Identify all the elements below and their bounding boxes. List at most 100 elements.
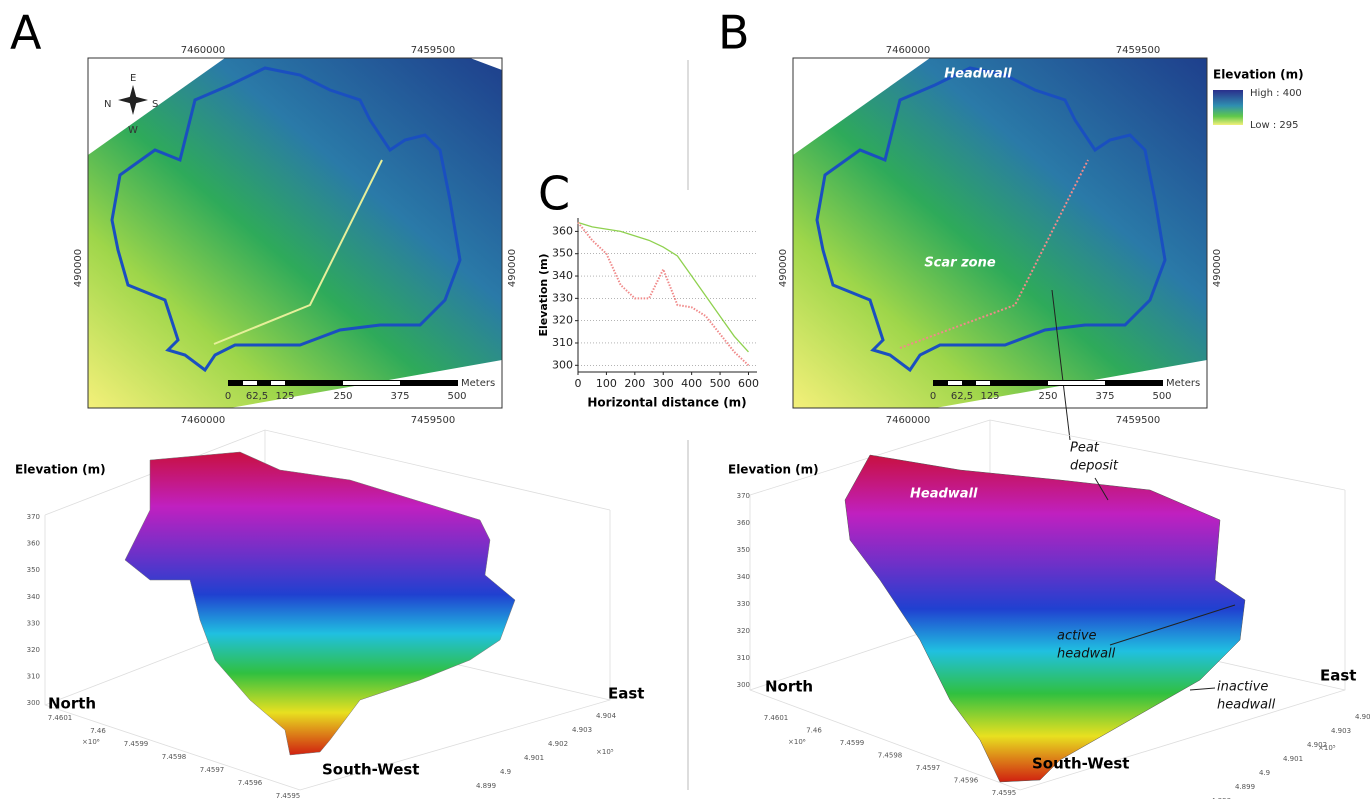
scar-outline <box>110 66 462 373</box>
map-tick: 490000 <box>1212 249 1223 287</box>
nodata <box>793 58 930 155</box>
z-tick-label: 320 <box>27 646 40 654</box>
map-tick: 7459500 <box>1116 415 1161 426</box>
y-tick-label: 4.898 <box>1211 797 1231 799</box>
y-tick-label: 4.902 <box>548 740 568 748</box>
scale-label: 0 <box>225 391 231 402</box>
y-tick-label: 350 <box>552 247 573 260</box>
profile-line <box>213 159 383 345</box>
panel-label: A <box>10 6 42 60</box>
annotation: headwall <box>1057 647 1116 662</box>
annotation: headwall <box>1217 698 1276 713</box>
elevation-raster <box>88 58 502 408</box>
x-tick-label: 7.4595 <box>992 789 1017 797</box>
x-tick-label: 7.4597 <box>200 766 225 774</box>
map-tick: 7459500 <box>1116 45 1161 56</box>
y-tick-label: 330 <box>552 291 573 304</box>
z-tick-label: 300 <box>27 699 40 707</box>
legend-ramp <box>1213 90 1243 125</box>
y-tick-label: 320 <box>552 314 573 327</box>
map-frame <box>792 57 1208 409</box>
annotation: active <box>1057 629 1097 644</box>
x-tick-label: 7.4596 <box>954 777 979 785</box>
x-tick-label: 400 <box>681 377 702 390</box>
direction: East <box>1320 667 1356 685</box>
x-tick-label: 0 <box>575 377 582 390</box>
profile-line <box>577 221 750 367</box>
map-tick: 7460000 <box>181 415 226 426</box>
x-axis-label: Horizontal distance (m) <box>587 396 746 410</box>
z-tick-label: 360 <box>737 519 750 527</box>
x-tick-label: 300 <box>653 377 674 390</box>
axis-multiplier: ×10⁶ <box>82 738 100 746</box>
x-tick-label: 7.4595 <box>276 792 301 799</box>
map-tick: 7460000 <box>181 45 226 56</box>
annotation: Headwall <box>944 67 1012 82</box>
map-tick: 490000 <box>73 249 84 287</box>
z-tick-label: 310 <box>737 654 750 662</box>
legend-label: Low : 295 <box>1250 120 1299 131</box>
z-tick-label: 340 <box>27 593 40 601</box>
surface <box>124 451 516 756</box>
y-tick-label: 360 <box>552 224 573 237</box>
direction: North <box>765 678 813 696</box>
x-tick-label: 600 <box>738 377 759 390</box>
leader <box>1094 477 1109 501</box>
scale-label: 375 <box>1095 391 1114 402</box>
z-tick-label: 350 <box>27 566 40 574</box>
scale-label: 250 <box>333 391 352 402</box>
x-tick-label: 7.4599 <box>124 740 149 748</box>
legend-title: Elevation (m) <box>1213 68 1304 82</box>
map-a: N E S W 7460000 7459500 7460000 7459500 … <box>73 45 518 426</box>
y-tick-label: 300 <box>552 358 573 371</box>
map-frame <box>87 57 503 409</box>
z-tick-label: 340 <box>737 573 750 581</box>
map-tick: 490000 <box>778 249 789 287</box>
elevation-raster <box>793 58 1207 408</box>
x-tick-label: 7.4598 <box>878 752 903 760</box>
y-tick-label: 4.901 <box>1283 755 1303 763</box>
axis-multiplier: ×10⁶ <box>788 738 806 746</box>
y-tick-label: 4.903 <box>572 726 592 734</box>
legend: Elevation (m) High : 400 Low : 295 <box>1213 68 1304 131</box>
x-tick-label: 200 <box>624 377 645 390</box>
axis-multiplier: ×10⁵ <box>1318 744 1336 752</box>
z-tick-label: 370 <box>737 492 750 500</box>
z-tick-label: 370 <box>27 513 40 521</box>
nodata <box>470 58 502 70</box>
axis-multiplier: ×10⁵ <box>596 748 614 756</box>
z-tick-label: 350 <box>737 546 750 554</box>
z-tick-label: 360 <box>27 540 40 548</box>
x-tick-label: 7.4597 <box>916 764 941 772</box>
x-tick-label: 7.4601 <box>764 714 789 722</box>
leader <box>1189 687 1216 691</box>
profile-line <box>899 159 1089 349</box>
x-tick-label: 500 <box>710 377 731 390</box>
direction: South-West <box>322 761 419 779</box>
annotation: Peat <box>1070 441 1100 456</box>
z-tick-label: 330 <box>27 619 40 627</box>
scale-bar: 0 62,5 125 250 375 500 Meters <box>930 378 1200 402</box>
z-tick-label: 320 <box>737 627 750 635</box>
panel-label: B <box>718 6 750 60</box>
scale-label: 125 <box>980 391 999 402</box>
x-tick-label: 7.46 <box>90 727 106 735</box>
x-tick-label: 100 <box>596 377 617 390</box>
scale-unit: Meters <box>461 378 495 389</box>
annotation: Headwall <box>910 487 978 502</box>
y-tick-label: 4.903 <box>1331 727 1351 735</box>
annotation: inactive <box>1217 680 1268 695</box>
y-tick-label: 4.9 <box>1259 769 1270 777</box>
scale-label: 375 <box>390 391 409 402</box>
surface <box>844 454 1246 783</box>
map-tick: 7460000 <box>886 45 931 56</box>
z-tick-label: 300 <box>737 681 750 689</box>
scale-label: 250 <box>1038 391 1057 402</box>
profile-line <box>577 221 749 353</box>
scale-label: 500 <box>1152 391 1171 402</box>
z-tick-label: 330 <box>737 600 750 608</box>
x-tick-label: 7.4601 <box>48 714 73 722</box>
map-tick: 7460000 <box>886 415 931 426</box>
scale-unit: Meters <box>1166 378 1200 389</box>
